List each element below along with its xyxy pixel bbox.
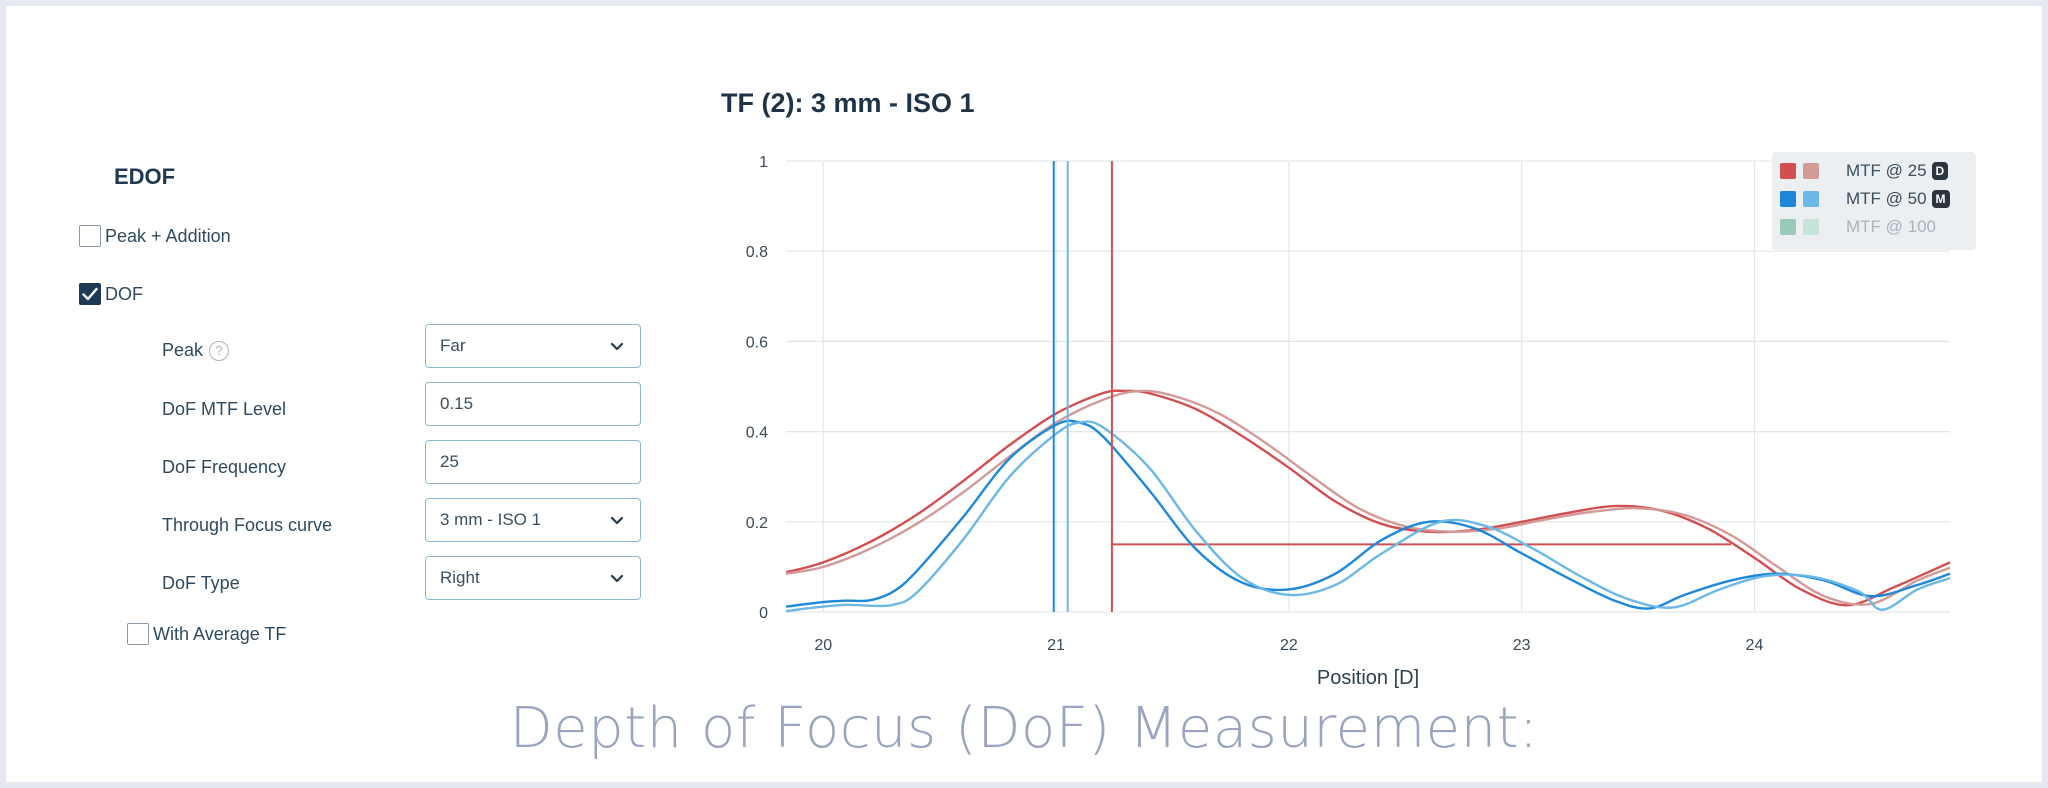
through-focus-chart: 0 0.2 0.4 0.6 0.8 1 20 21 22 23 24 Position [D] (746, 154, 1951, 689)
legend-swatch (1803, 191, 1819, 207)
legend-label: MTF @ 100 (1846, 217, 1936, 236)
peak-label: Peak (162, 340, 204, 360)
dof-checkbox[interactable] (79, 283, 101, 305)
x-axis-label: Position [D] (1317, 667, 1419, 689)
legend-swatch (1780, 163, 1796, 179)
checkmark-icon (82, 287, 98, 301)
series-line (785, 389, 1951, 606)
chevron-down-icon (610, 342, 624, 351)
dof-label: DOF (105, 283, 143, 304)
legend-label: MTF @ 25 (1846, 161, 1927, 180)
curve-field-label: Through Focus curve (162, 515, 332, 536)
frequency-input[interactable]: 25 (425, 440, 641, 484)
legend-label: MTF @ 50 (1846, 189, 1927, 208)
legend-swatch (1803, 163, 1819, 179)
series-line (785, 419, 1951, 610)
mtf-level-field-label: DoF MTF Level (162, 399, 286, 420)
avg-tf-option[interactable]: With Average TF (127, 623, 286, 645)
type-field-label: DoF Type (162, 573, 240, 594)
legend-item-mtf100[interactable]: MTF @ 100 (1780, 216, 1976, 238)
chart-legend: MTF @ 25 D MTF @ 50 M MTF @ 100 (1772, 152, 1976, 250)
curve-select-value: 3 mm - ISO 1 (440, 510, 542, 529)
peak-addition-option[interactable]: Peak + Addition (79, 225, 231, 247)
frequency-field-label: DoF Frequency (162, 457, 286, 478)
type-select-value: Right (440, 568, 480, 587)
legend-swatch (1780, 219, 1796, 235)
legend-swatch (1780, 191, 1796, 207)
avg-tf-label: With Average TF (153, 623, 287, 644)
type-label: DoF Type (162, 573, 240, 593)
frequency-value: 25 (440, 452, 459, 471)
y-tick-label: 1 (759, 154, 768, 171)
peak-addition-label: Peak + Addition (105, 225, 231, 246)
series-line (785, 389, 1951, 607)
main-card: EDOF Peak + Addition DOF Peak ? Far DoF … (6, 6, 2042, 782)
mtf-level-label: DoF MTF Level (162, 399, 287, 419)
x-tick-label: 20 (814, 637, 832, 654)
curve-label: Through Focus curve (162, 515, 333, 535)
type-select[interactable]: Right (425, 556, 641, 600)
series-line (785, 420, 1951, 613)
legend-item-mtf25[interactable]: MTF @ 25 D (1780, 160, 1976, 182)
avg-tf-checkbox[interactable] (127, 623, 149, 645)
y-tick-label: 0.6 (746, 334, 768, 351)
legend-badge: D (1931, 162, 1949, 180)
legend-item-mtf50[interactable]: MTF @ 50 M (1780, 188, 1976, 210)
peak-addition-checkbox[interactable] (79, 225, 101, 247)
curve-select[interactable]: 3 mm - ISO 1 (425, 498, 641, 542)
y-tick-label: 0 (759, 605, 768, 622)
dof-option[interactable]: DOF (79, 283, 143, 305)
x-tick-label: 21 (1047, 637, 1065, 654)
chevron-down-icon (610, 574, 624, 583)
peak-select[interactable]: Far (425, 324, 641, 368)
mtf-level-value: 0.15 (440, 394, 474, 413)
peak-select-value: Far (440, 336, 466, 355)
frequency-label: DoF Frequency (162, 457, 287, 477)
y-tick-label: 0.2 (746, 515, 768, 532)
x-tick-label: 22 (1280, 637, 1298, 654)
chart-title: TF (2): 3 mm - ISO 1 (721, 88, 975, 118)
chevron-down-icon (610, 516, 624, 525)
y-tick-label: 0.8 (746, 244, 768, 261)
caption: Depth of Focus (DoF) Measurement: (509, 696, 1539, 761)
help-icon[interactable]: ? (209, 340, 230, 361)
y-tick-label: 0.4 (746, 425, 768, 442)
edof-section-title: EDOF (114, 164, 176, 189)
mtf-level-input[interactable]: 0.15 (425, 382, 641, 426)
legend-badge: M (1931, 190, 1950, 208)
legend-swatch (1803, 219, 1819, 235)
peak-field-label: Peak ? (162, 340, 230, 361)
x-tick-label: 24 (1746, 637, 1764, 654)
x-tick-label: 23 (1513, 637, 1531, 654)
